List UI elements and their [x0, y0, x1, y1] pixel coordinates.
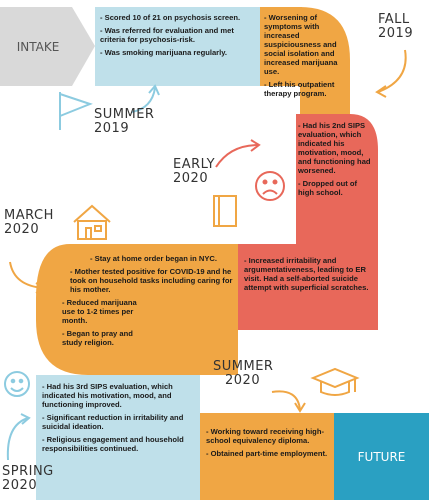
march-2020-band [36, 244, 238, 375]
spring-2020-arrow [6, 417, 29, 461]
spring-2020-band [36, 375, 200, 500]
period-summer-2020: SUMMER 2020 [213, 359, 274, 388]
period-summer-2019: SUMMER 2019 [94, 107, 155, 136]
intake-label: INTAKE [16, 39, 60, 54]
summer-notes: - Working toward receiving high-school e… [206, 427, 328, 458]
happy-face-icon [4, 371, 30, 397]
graduation-cap-icon [310, 367, 360, 396]
march-2020-arrow [9, 261, 45, 289]
sad-face-icon [255, 171, 285, 201]
fall-notes: - Worsening of symptoms with increased s… [264, 13, 338, 98]
intake-note-band [95, 7, 260, 86]
future-box [334, 413, 429, 500]
summer-2020-arrow [271, 390, 301, 411]
period-march-2020: MARCH 2020 [4, 208, 54, 237]
early-2020-arrow [215, 144, 259, 168]
spring-notes: - Had his 3rd SIPS evaluation, which ind… [42, 382, 184, 453]
march-notes: - Stay at home order began in NYC. - Mot… [62, 254, 233, 347]
intake-notes: - Scored 10 of 21 on psychosis screen. - … [100, 13, 241, 57]
summer-2019-arrow [131, 87, 156, 113]
early-notes: - Had his 2nd SIPS evaluation, which ind… [298, 121, 371, 197]
flag-icon [59, 92, 93, 130]
future-label: FUTURE [357, 449, 406, 464]
fall-2019-arrow [377, 49, 407, 93]
summer-2020-band [200, 413, 334, 500]
period-fall-2019: FALL 2019 [378, 12, 414, 41]
fall-note-band [260, 7, 302, 86]
period-spring-2020: SPRING 2020 [2, 464, 54, 493]
house-icon [73, 204, 111, 240]
early-2020-band [238, 114, 378, 330]
book-icon [213, 195, 237, 227]
crisis-notes: - Increased irritability and argumentati… [244, 256, 369, 292]
intake-arrow-shape [0, 7, 95, 86]
period-early-2020: EARLY 2020 [173, 157, 216, 186]
